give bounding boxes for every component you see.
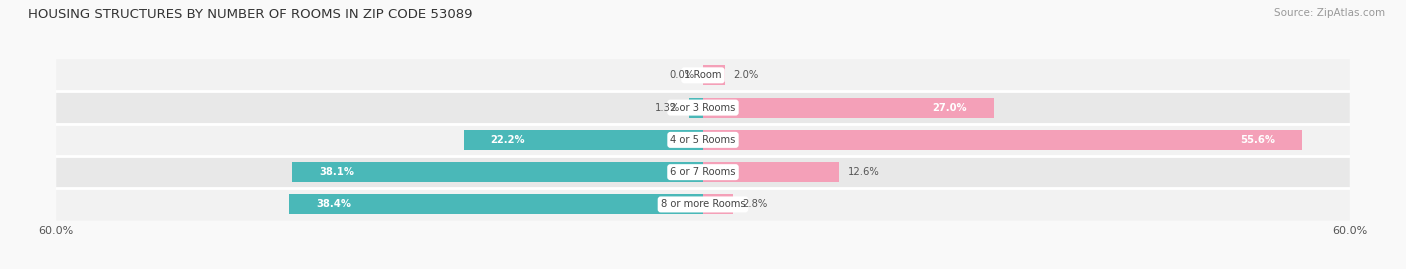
- Text: 6 or 7 Rooms: 6 or 7 Rooms: [671, 167, 735, 177]
- Text: 55.6%: 55.6%: [1240, 135, 1275, 145]
- Bar: [703, 65, 724, 85]
- Text: 2.0%: 2.0%: [733, 70, 758, 80]
- Bar: [292, 162, 703, 182]
- FancyBboxPatch shape: [56, 91, 1350, 124]
- FancyBboxPatch shape: [56, 59, 1350, 91]
- Bar: [290, 194, 703, 214]
- Text: 27.0%: 27.0%: [932, 102, 967, 113]
- Bar: [703, 162, 839, 182]
- FancyBboxPatch shape: [56, 188, 1350, 221]
- Text: 22.2%: 22.2%: [491, 135, 526, 145]
- Text: 0.0%: 0.0%: [669, 70, 695, 80]
- Text: 38.4%: 38.4%: [316, 199, 352, 210]
- Text: 8 or more Rooms: 8 or more Rooms: [661, 199, 745, 210]
- Bar: [703, 98, 994, 118]
- Bar: [703, 194, 733, 214]
- Bar: [464, 130, 703, 150]
- Text: 4 or 5 Rooms: 4 or 5 Rooms: [671, 135, 735, 145]
- Text: 2.8%: 2.8%: [742, 199, 768, 210]
- Text: Source: ZipAtlas.com: Source: ZipAtlas.com: [1274, 8, 1385, 18]
- Text: 38.1%: 38.1%: [319, 167, 354, 177]
- Text: 12.6%: 12.6%: [848, 167, 879, 177]
- Bar: [703, 130, 1302, 150]
- Text: 1 Room: 1 Room: [685, 70, 721, 80]
- Text: 1.3%: 1.3%: [655, 102, 681, 113]
- Text: 2 or 3 Rooms: 2 or 3 Rooms: [671, 102, 735, 113]
- Text: HOUSING STRUCTURES BY NUMBER OF ROOMS IN ZIP CODE 53089: HOUSING STRUCTURES BY NUMBER OF ROOMS IN…: [28, 8, 472, 21]
- FancyBboxPatch shape: [56, 156, 1350, 188]
- Bar: [689, 98, 703, 118]
- FancyBboxPatch shape: [56, 124, 1350, 156]
